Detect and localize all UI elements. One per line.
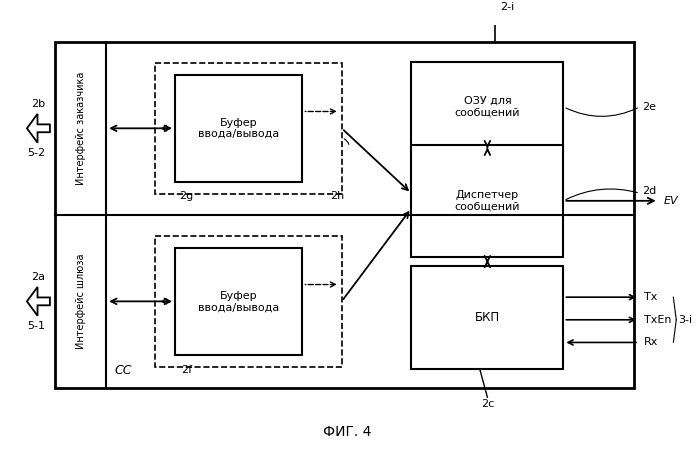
Text: 2e: 2e <box>642 102 656 112</box>
Text: CC: CC <box>114 364 131 377</box>
Text: 5-2: 5-2 <box>27 147 45 157</box>
Text: Буфер
ввода/вывода: Буфер ввода/вывода <box>198 290 280 312</box>
Text: 2-i: 2-i <box>500 2 514 12</box>
Bar <box>175 248 303 355</box>
Bar <box>155 236 342 367</box>
Bar <box>411 266 563 369</box>
Text: Буфер
ввода/вывода: Буфер ввода/вывода <box>198 118 280 139</box>
Text: ФИГ. 4: ФИГ. 4 <box>324 425 372 439</box>
Text: 2a: 2a <box>31 272 45 282</box>
Polygon shape <box>27 287 50 316</box>
Text: Диспетчер
сообщений: Диспетчер сообщений <box>454 190 520 212</box>
Text: 3-i: 3-i <box>678 315 692 325</box>
Text: 2h: 2h <box>330 192 344 202</box>
Text: EV: EV <box>663 196 678 206</box>
Text: ОЗУ для
сообщений: ОЗУ для сообщений <box>454 96 520 118</box>
Text: TxEn: TxEn <box>644 315 672 325</box>
Text: Rx: Rx <box>644 337 658 347</box>
Text: 2b: 2b <box>31 99 45 109</box>
Text: 2d: 2d <box>642 186 656 197</box>
Bar <box>411 62 563 151</box>
Text: 5-1: 5-1 <box>27 321 45 331</box>
Bar <box>175 74 303 182</box>
Bar <box>155 63 342 194</box>
Bar <box>55 42 634 388</box>
Bar <box>411 145 563 257</box>
Text: Tx: Tx <box>644 292 657 302</box>
Text: Интерфейс заказчика: Интерфейс заказчика <box>75 72 86 185</box>
Text: 2g: 2g <box>180 192 194 202</box>
Text: Интерфейс шлюза: Интерфейс шлюза <box>75 253 86 349</box>
Polygon shape <box>27 114 50 143</box>
Text: БКП: БКП <box>475 311 500 324</box>
Text: 2c: 2c <box>481 399 494 409</box>
Text: 2f: 2f <box>181 364 192 374</box>
